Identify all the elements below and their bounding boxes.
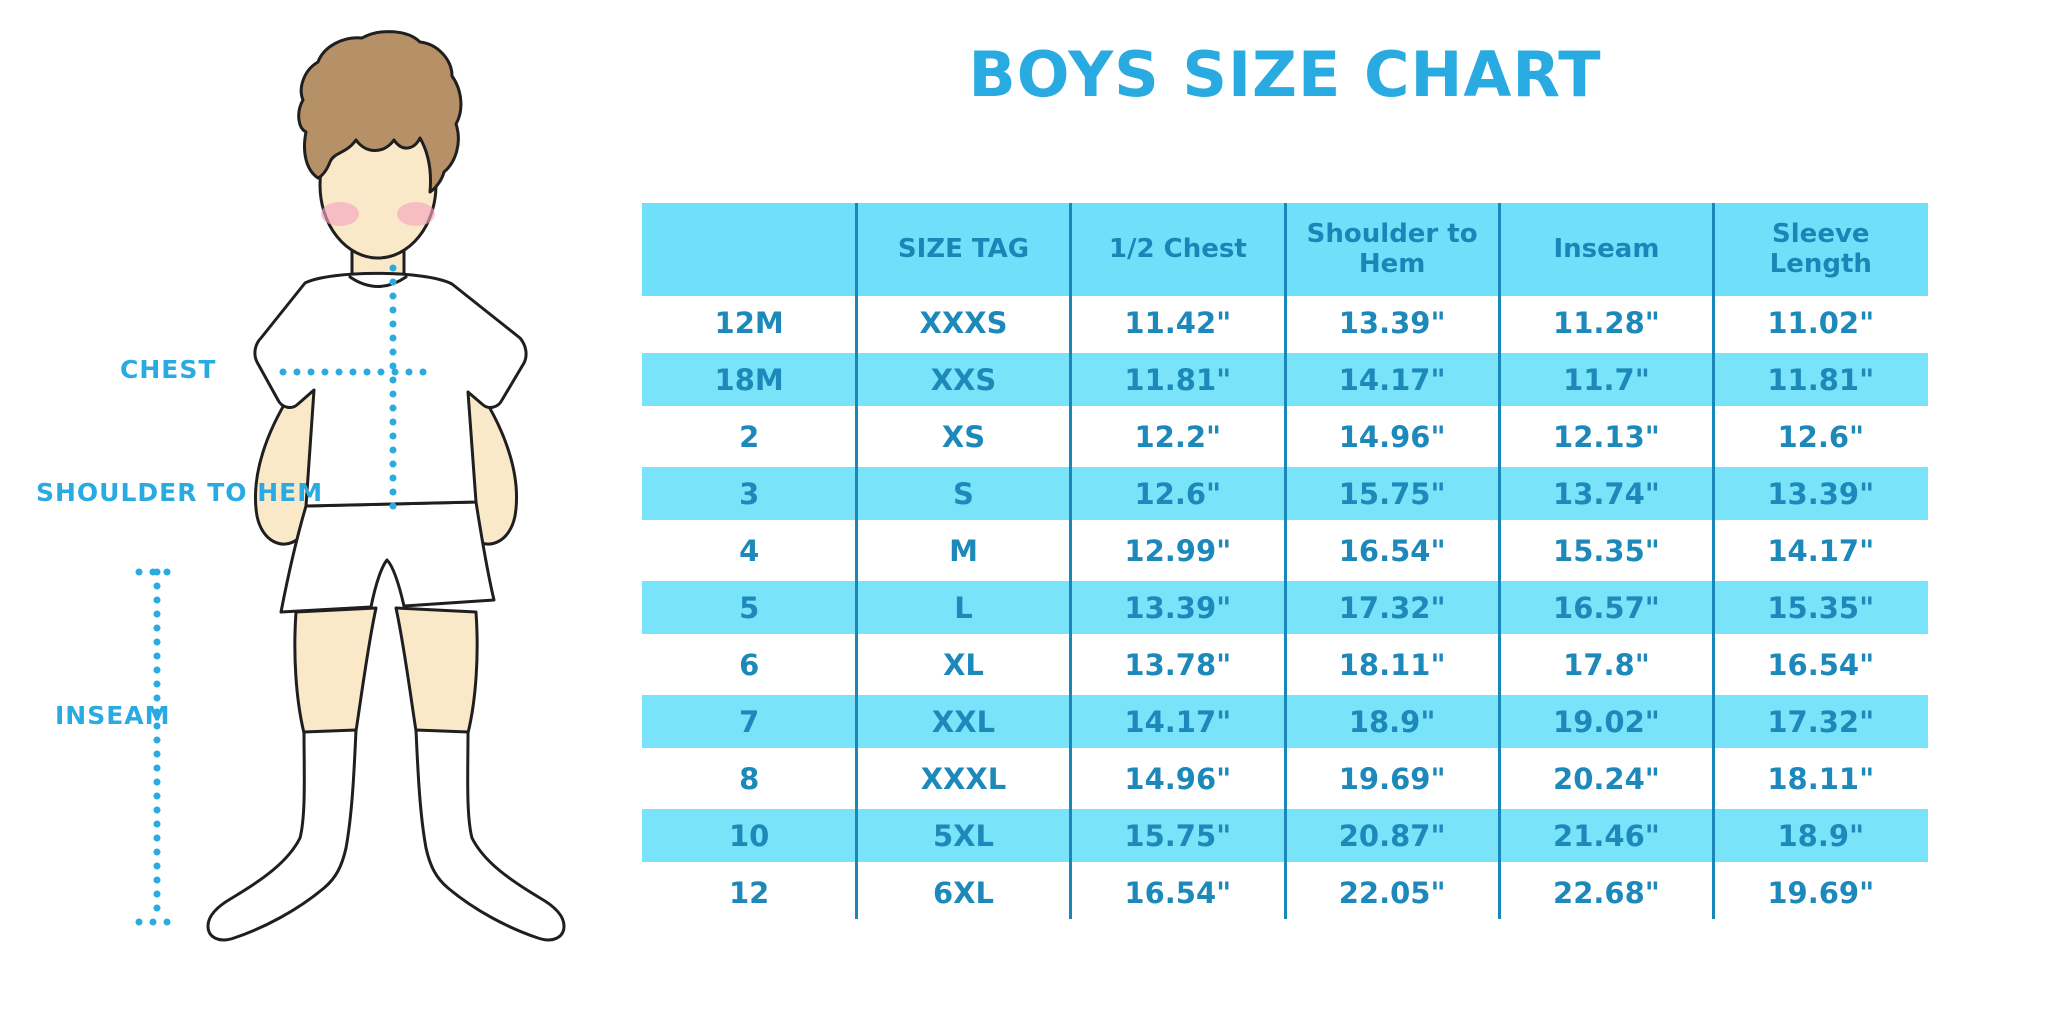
table-cell: 19.02" — [1553, 704, 1660, 739]
table-cell: 20.24" — [1553, 761, 1660, 796]
table-cell: 12.6" — [1134, 476, 1222, 511]
table-cell: 14.96" — [1124, 761, 1232, 796]
table-cell: 12M — [714, 305, 784, 340]
legs — [293, 606, 479, 735]
hair — [297, 30, 463, 194]
table-cell: 16.54" — [1767, 647, 1875, 682]
table-cell: 19.69" — [1338, 761, 1446, 796]
table-cell: L — [954, 590, 973, 625]
table-cell: 2 — [739, 419, 760, 454]
table-cell: 19.69" — [1767, 875, 1875, 910]
socks — [206, 728, 566, 942]
table-cell: 11.28" — [1553, 305, 1660, 340]
table-cell: 18.9" — [1777, 818, 1865, 853]
boy-figure-illustration — [135, 30, 566, 942]
table-cell: 16.54" — [1338, 533, 1446, 568]
table-cell: 8 — [739, 761, 760, 796]
table-cell: 18.9" — [1348, 704, 1436, 739]
table-cell: 12.99" — [1124, 533, 1232, 568]
table-cell: 11.02" — [1767, 305, 1875, 340]
table-cell: 15.75" — [1124, 818, 1232, 853]
table-cell: XL — [943, 647, 984, 682]
table-cell: 10 — [728, 818, 770, 853]
table-cell: 22.68" — [1553, 875, 1660, 910]
table-cell: 18M — [714, 362, 784, 397]
table-cell: XXXL — [920, 761, 1007, 796]
table-cell: 6XL — [932, 875, 994, 910]
left-cheek — [321, 202, 359, 226]
table-cell: 14.17" — [1767, 533, 1875, 568]
table-cell: XXL — [931, 704, 996, 739]
table-cell: 15.35" — [1767, 590, 1875, 625]
shoulder-to-hem-label: SHOULDER TO HEM — [36, 478, 324, 507]
table-cell: M — [949, 533, 978, 568]
collar-line — [348, 275, 408, 288]
table-cell: 13.78" — [1124, 647, 1232, 682]
table-cell: 3 — [739, 476, 760, 511]
column-divider — [1069, 203, 1073, 919]
column-header-shoulder-to-hem: Shoulder to Hem — [1306, 218, 1478, 279]
page-title: BOYS SIZE CHART — [968, 38, 1602, 111]
t-shirt — [253, 271, 528, 508]
column-header-inseam: Inseam — [1553, 233, 1660, 264]
table-cell: 13.39" — [1767, 476, 1875, 511]
table-cell: 11.7" — [1563, 362, 1650, 397]
table-cell: 16.57" — [1553, 590, 1660, 625]
table-cell: 11.42" — [1124, 305, 1232, 340]
table-cell: 5 — [739, 590, 760, 625]
shorts — [279, 500, 496, 614]
table-cell: 4 — [739, 533, 760, 568]
table-cell: 18.11" — [1767, 761, 1875, 796]
column-divider — [1497, 203, 1501, 919]
table-cell: 7 — [739, 704, 760, 739]
table-cell: 22.05" — [1338, 875, 1446, 910]
table-cell: 21.46" — [1553, 818, 1660, 853]
column-header-sleeve-length: Sleeve Length — [1769, 218, 1872, 279]
table-cell: 14.17" — [1338, 362, 1446, 397]
size-table: SIZE TAG 1/2 Chest Shoulder to Hem Inseam Sl… — [642, 203, 1928, 919]
column-divider — [854, 203, 858, 919]
table-cell: S — [953, 476, 974, 511]
table-cell: 13.39" — [1338, 305, 1446, 340]
table-cell: 15.75" — [1338, 476, 1446, 511]
right-cheek — [397, 202, 435, 226]
table-cell: 17.32" — [1338, 590, 1446, 625]
table-cell: 13.74" — [1553, 476, 1660, 511]
table-cell: XS — [941, 419, 986, 454]
table-cell: 6 — [739, 647, 760, 682]
column-header-size — [642, 203, 856, 296]
inseam-label: INSEAM — [55, 701, 171, 730]
table-cell: 12.2" — [1134, 419, 1222, 454]
table-cell: XXXS — [919, 305, 1008, 340]
table-cell: XXS — [930, 362, 997, 397]
chest-label: CHEST — [120, 355, 217, 384]
table-cell: 20.87" — [1338, 818, 1446, 853]
table-cell: 17.8" — [1563, 647, 1650, 682]
table-cell: 14.17" — [1124, 704, 1232, 739]
table-cell: 15.35" — [1553, 533, 1660, 568]
table-cell: 12.13" — [1553, 419, 1660, 454]
column-header-size-tag: SIZE TAG — [897, 233, 1030, 264]
table-cell: 11.81" — [1767, 362, 1875, 397]
table-cell: 5XL — [932, 818, 994, 853]
table-cell: 13.39" — [1124, 590, 1232, 625]
table-cell: 17.32" — [1767, 704, 1875, 739]
table-cell: 11.81" — [1124, 362, 1232, 397]
measurement-dotted-lines — [135, 264, 436, 926]
table-cell: 12.6" — [1777, 419, 1865, 454]
table-cell: 18.11" — [1338, 647, 1446, 682]
column-divider — [1283, 203, 1287, 919]
table-cell: 12 — [728, 875, 770, 910]
column-header-1-2-chest: 1/2 Chest — [1108, 233, 1247, 264]
table-cell: 16.54" — [1124, 875, 1232, 910]
table-cell: 14.96" — [1338, 419, 1446, 454]
column-divider — [1712, 203, 1716, 919]
